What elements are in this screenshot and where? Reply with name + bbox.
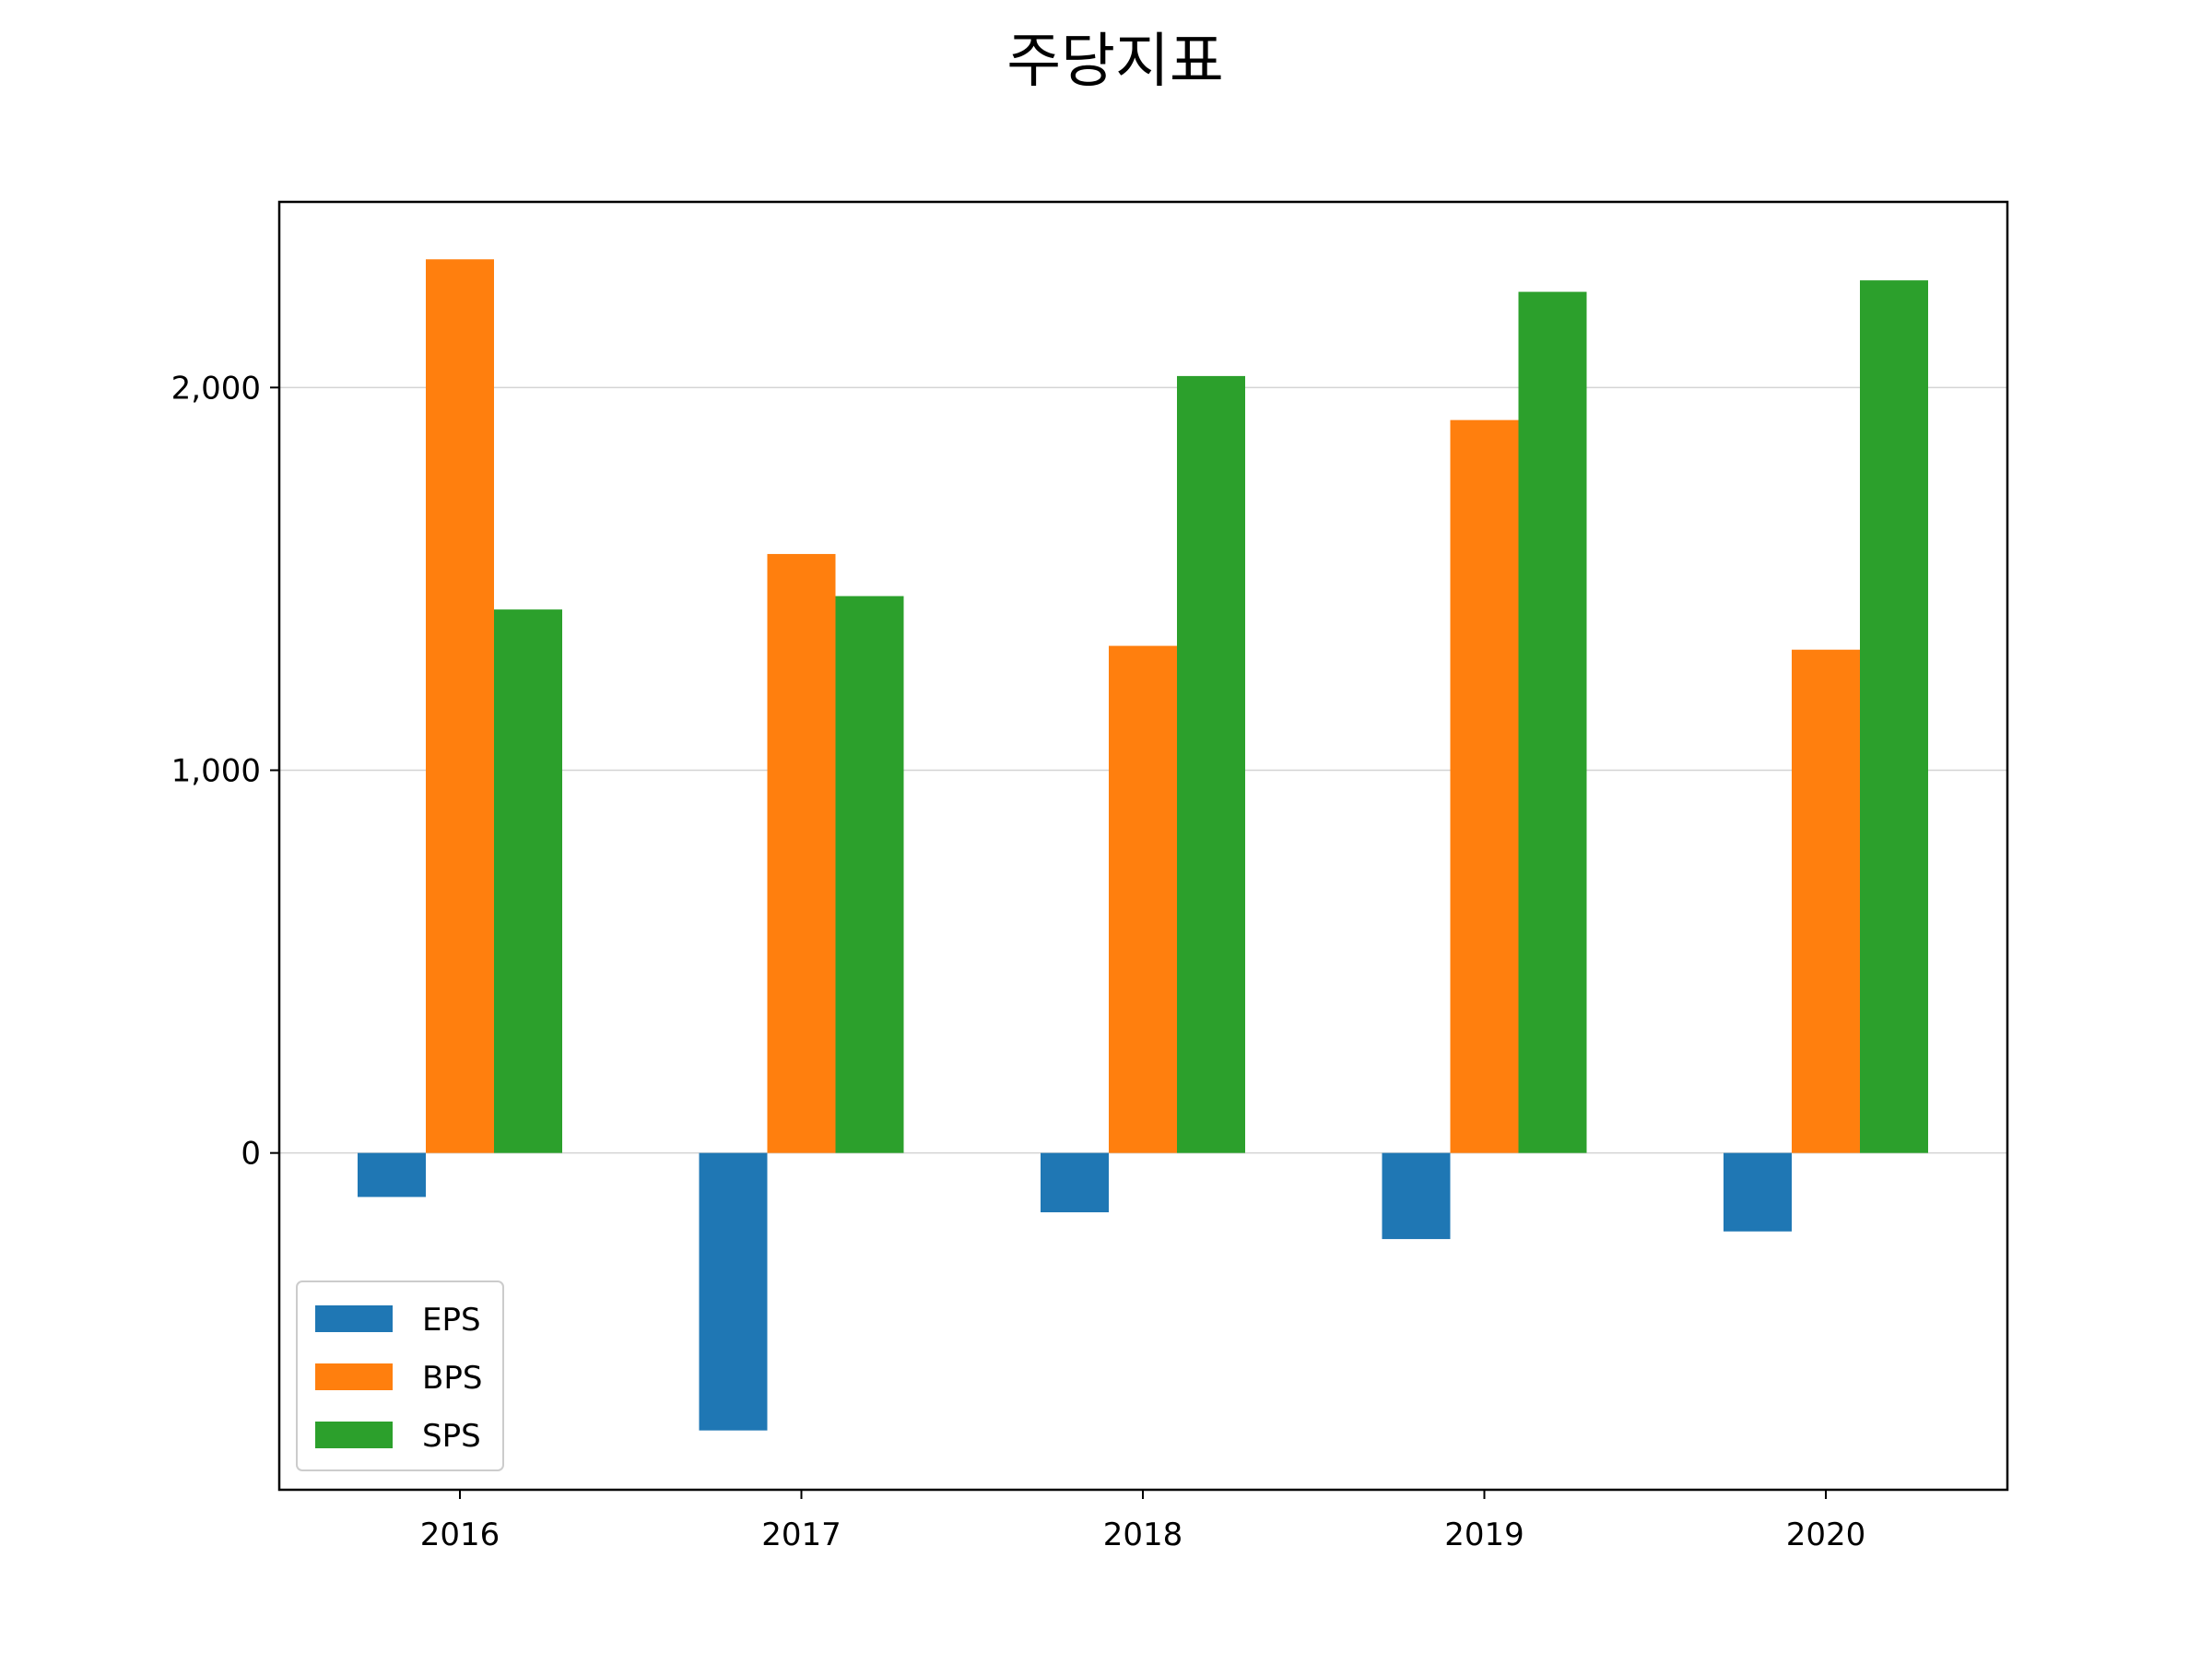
bar-sps-2020	[1860, 280, 1928, 1153]
bars	[358, 259, 1928, 1431]
bar-eps-2020	[1724, 1152, 1792, 1232]
legend-label-bps: BPS	[422, 1360, 482, 1397]
legend-swatch-sps	[315, 1422, 393, 1448]
x-axis: 2016 2017 2018 2019 2020	[420, 1490, 1866, 1553]
x-tick-label: 2017	[761, 1516, 841, 1553]
bar-sps-2017	[835, 596, 904, 1153]
legend: EPS BPS SPS	[296, 1280, 504, 1471]
bar-sps-2019	[1518, 291, 1587, 1153]
x-tick-label: 2018	[1103, 1516, 1183, 1553]
x-tick-label: 2020	[1786, 1516, 1866, 1553]
legend-swatch-bps	[315, 1363, 393, 1390]
legend-label-sps: SPS	[422, 1418, 481, 1455]
y-tick-label: 0	[241, 1136, 261, 1173]
x-tick-label: 2016	[420, 1516, 500, 1553]
x-tick-label: 2019	[1444, 1516, 1524, 1553]
bar-bps-2016	[426, 259, 494, 1153]
bar-bps-2018	[1109, 645, 1177, 1153]
bar-bps-2019	[1450, 419, 1519, 1153]
bar-eps-2016	[358, 1152, 426, 1198]
bar-bps-2017	[767, 553, 836, 1153]
y-tick-label: 2,000	[171, 370, 261, 407]
bar-eps-2018	[1041, 1152, 1109, 1213]
legend-swatch-eps	[315, 1305, 393, 1332]
bar-eps-2019	[1382, 1152, 1451, 1240]
bar-sps-2016	[494, 609, 562, 1153]
bar-bps-2020	[1792, 649, 1860, 1153]
legend-label-eps: EPS	[422, 1302, 481, 1339]
y-axis: 0 1,000 2,000	[171, 370, 279, 1173]
chart-title: 주당지표	[1006, 28, 1224, 96]
bar-eps-2017	[699, 1152, 768, 1431]
bar-sps-2018	[1177, 375, 1245, 1153]
y-tick-label: 1,000	[171, 753, 261, 790]
